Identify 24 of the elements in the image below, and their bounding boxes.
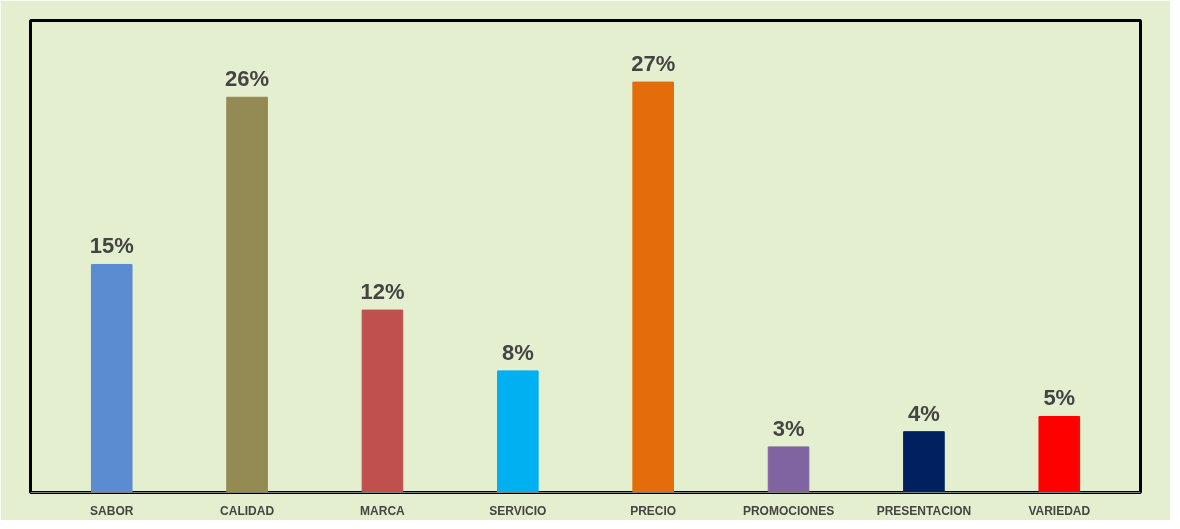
data-label: 12% bbox=[360, 279, 405, 305]
x-tick-label: VARIEDAD bbox=[1028, 503, 1091, 518]
bar bbox=[1038, 415, 1081, 493]
bar bbox=[903, 431, 945, 493]
x-tick-label: PRESENTACION bbox=[876, 503, 972, 518]
x-tick-label: PRECIO bbox=[630, 503, 677, 518]
data-label: 26% bbox=[225, 66, 270, 92]
bar bbox=[767, 446, 810, 493]
bar bbox=[90, 263, 133, 493]
bar bbox=[632, 81, 674, 493]
x-tick-label: MARCA bbox=[360, 503, 406, 518]
bar bbox=[497, 370, 539, 493]
data-label: 4% bbox=[908, 400, 940, 426]
x-tick-label: CALIDAD bbox=[220, 503, 275, 518]
data-label: 8% bbox=[501, 339, 534, 365]
data-label: 27% bbox=[631, 51, 676, 77]
x-tick-label: SABOR bbox=[90, 503, 134, 518]
data-label: 5% bbox=[1043, 385, 1076, 411]
data-label: 3% bbox=[772, 415, 805, 441]
x-tick-label: SERVICIO bbox=[489, 503, 547, 518]
bar bbox=[226, 96, 268, 493]
data-label: 15% bbox=[89, 233, 134, 259]
bar bbox=[361, 309, 404, 493]
x-tick-label: PROMOCIONES bbox=[742, 503, 835, 518]
